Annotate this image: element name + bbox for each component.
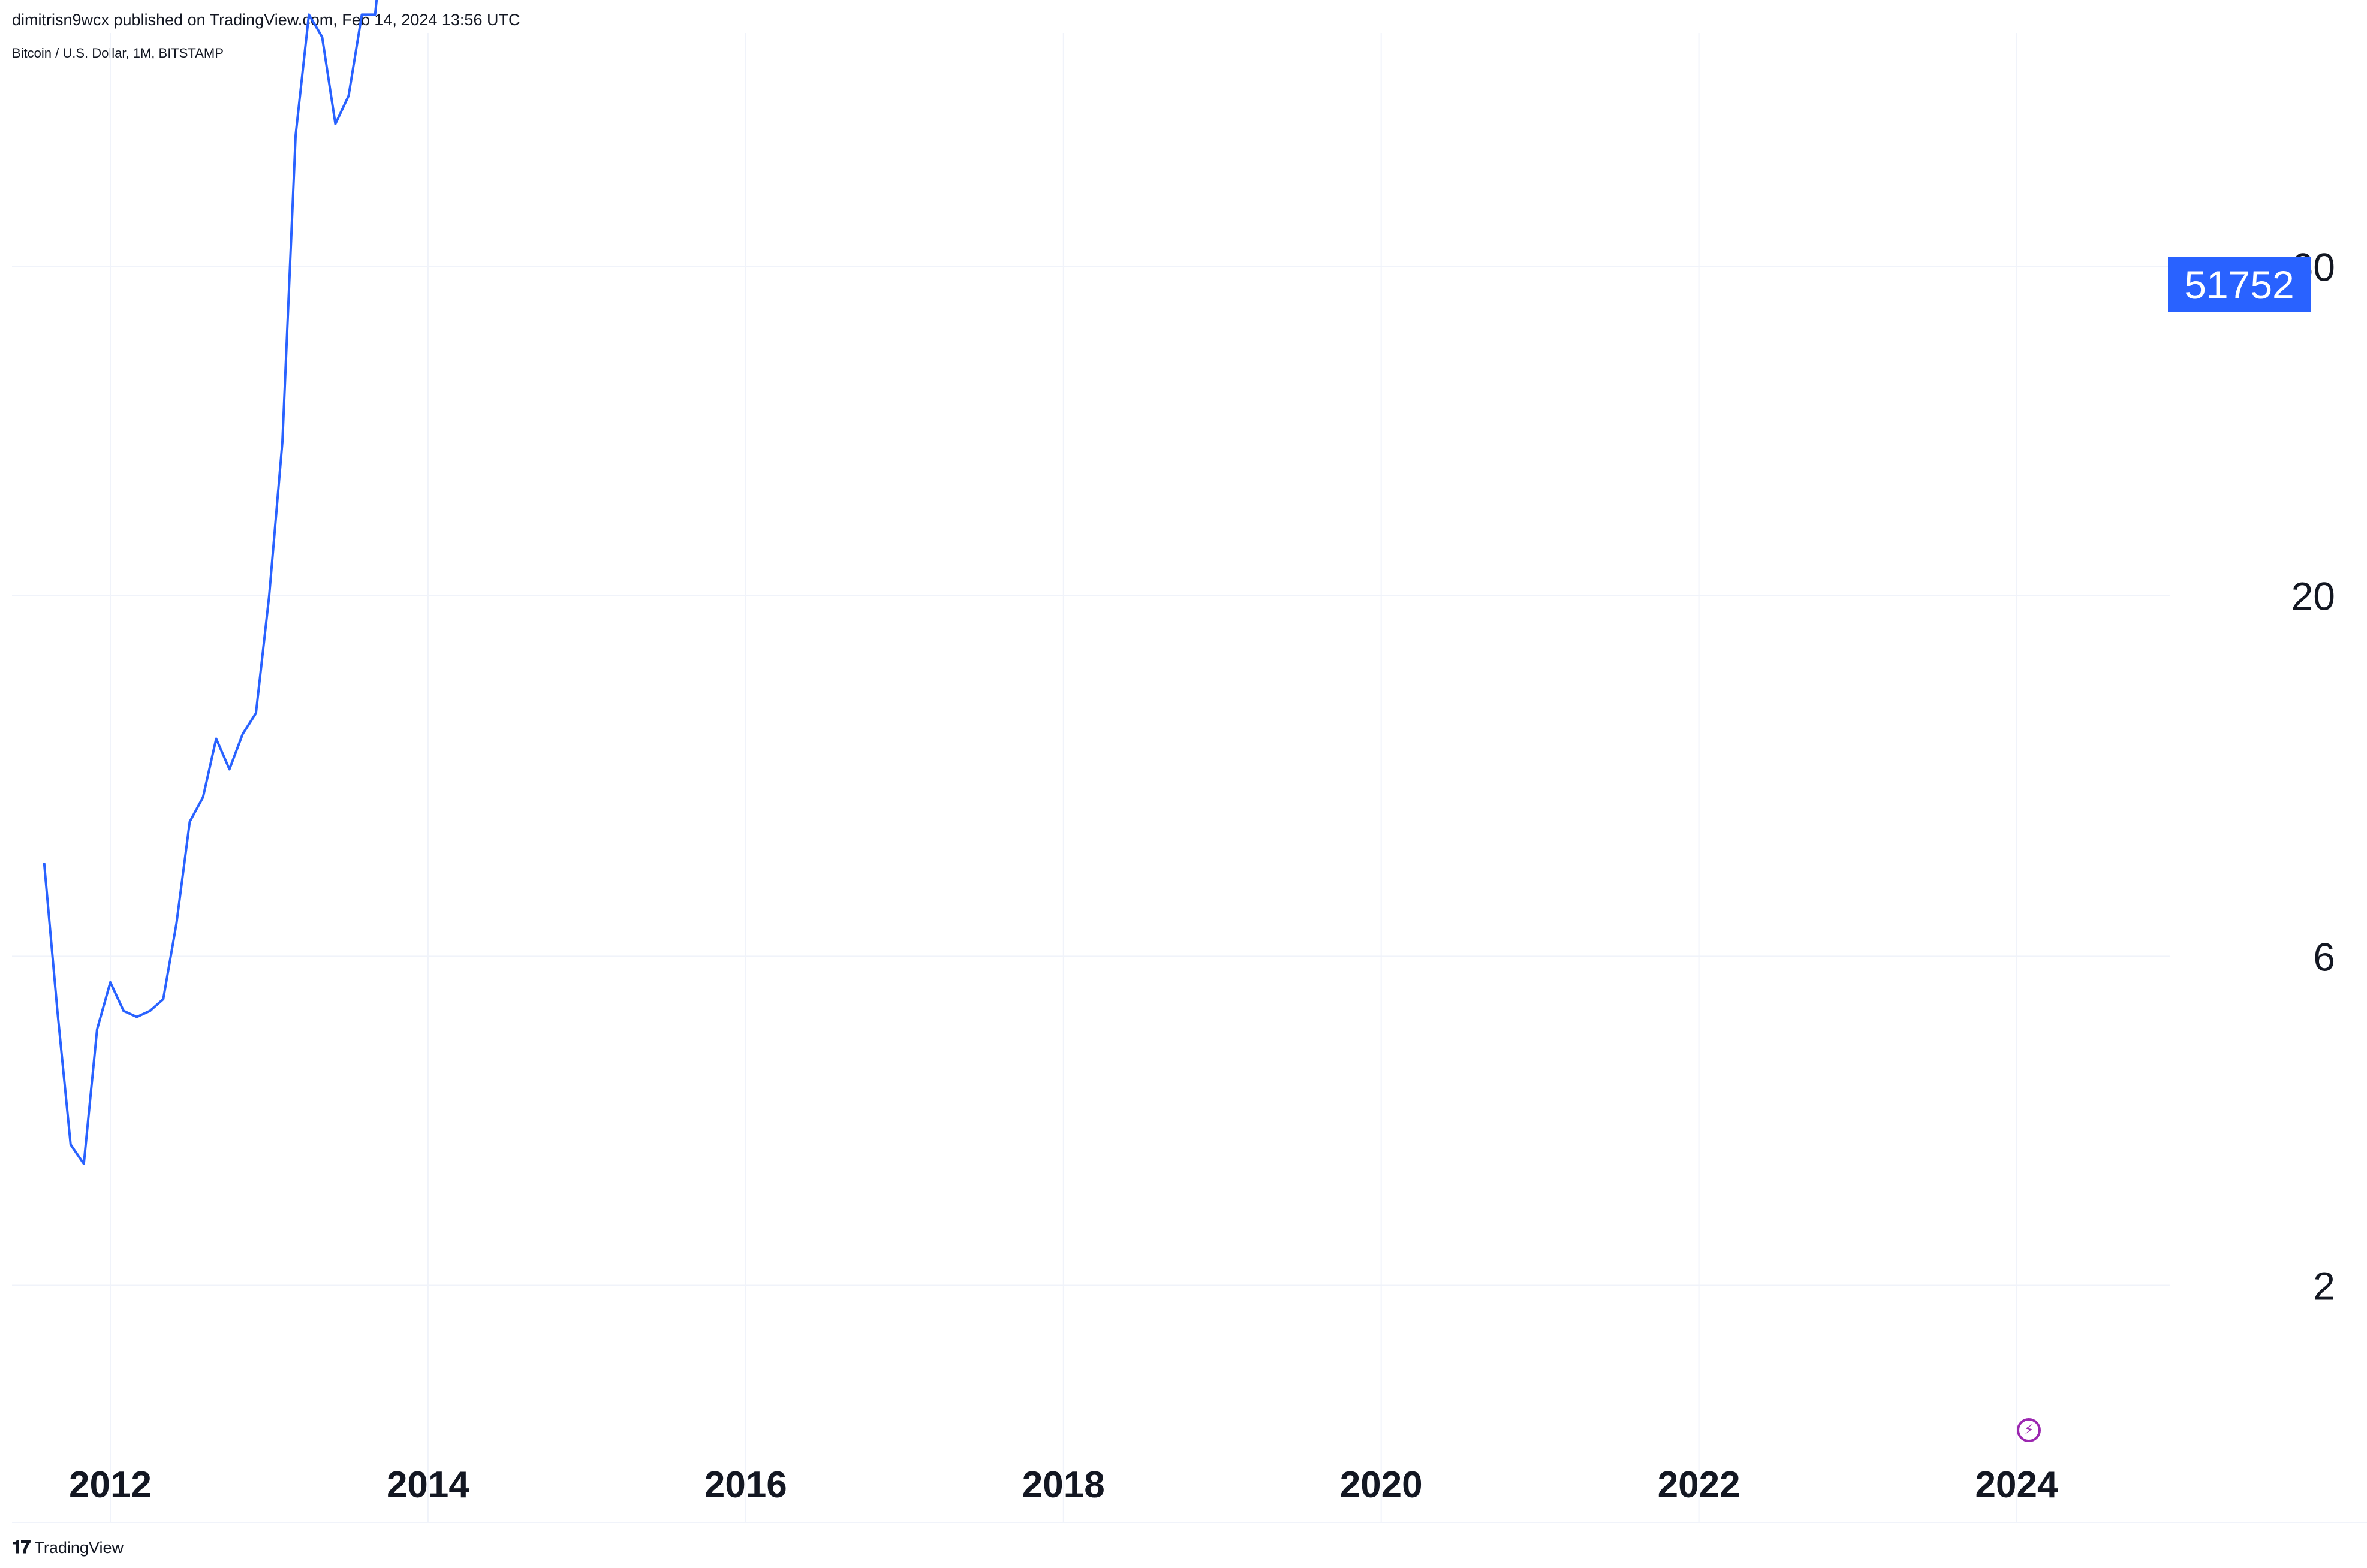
publisher-line: dimitrisn9wcx published on TradingView.c… — [12, 11, 520, 29]
tradingview-logo-icon: 𝟏𝟕 — [12, 1537, 31, 1557]
price-tag-label: 51752 — [2184, 263, 2294, 307]
x-axis[interactable]: 2012 2014 2016 2018 2020 2022 2024 — [69, 1464, 2058, 1506]
y-tick-label: 20 — [2291, 574, 2335, 619]
price-line — [43, 0, 378, 1165]
symbol-line: Bitcoin / U.S. Dollar, 1M, BITSTAMP — [12, 46, 224, 61]
grid-lines — [12, 33, 2367, 1523]
y-tick-label: 6 — [2313, 934, 2335, 979]
y-tick-label: 2 — [2313, 1264, 2335, 1308]
x-tick-label: 2022 — [1658, 1464, 1740, 1506]
x-tick-label: 2014 — [387, 1464, 469, 1506]
footer: 𝟏𝟕 TradingView — [12, 1537, 124, 1558]
last-price-tag: 51752 — [2168, 257, 2311, 312]
x-tick-label: 2024 — [1975, 1464, 2058, 1506]
lightning-icon[interactable]: ⚡ — [2017, 1418, 2041, 1442]
footer-brand: TradingView — [34, 1538, 124, 1557]
x-tick-label: 2018 — [1022, 1464, 1105, 1506]
x-tick-label: 2020 — [1340, 1464, 1423, 1506]
price-tag-background — [2168, 257, 2311, 312]
x-tick-label: 2016 — [704, 1464, 787, 1506]
y-axis[interactable]: 6500002000006000020000600020006002006020… — [2203, 0, 2335, 1308]
x-tick-label: 2012 — [69, 1464, 152, 1506]
